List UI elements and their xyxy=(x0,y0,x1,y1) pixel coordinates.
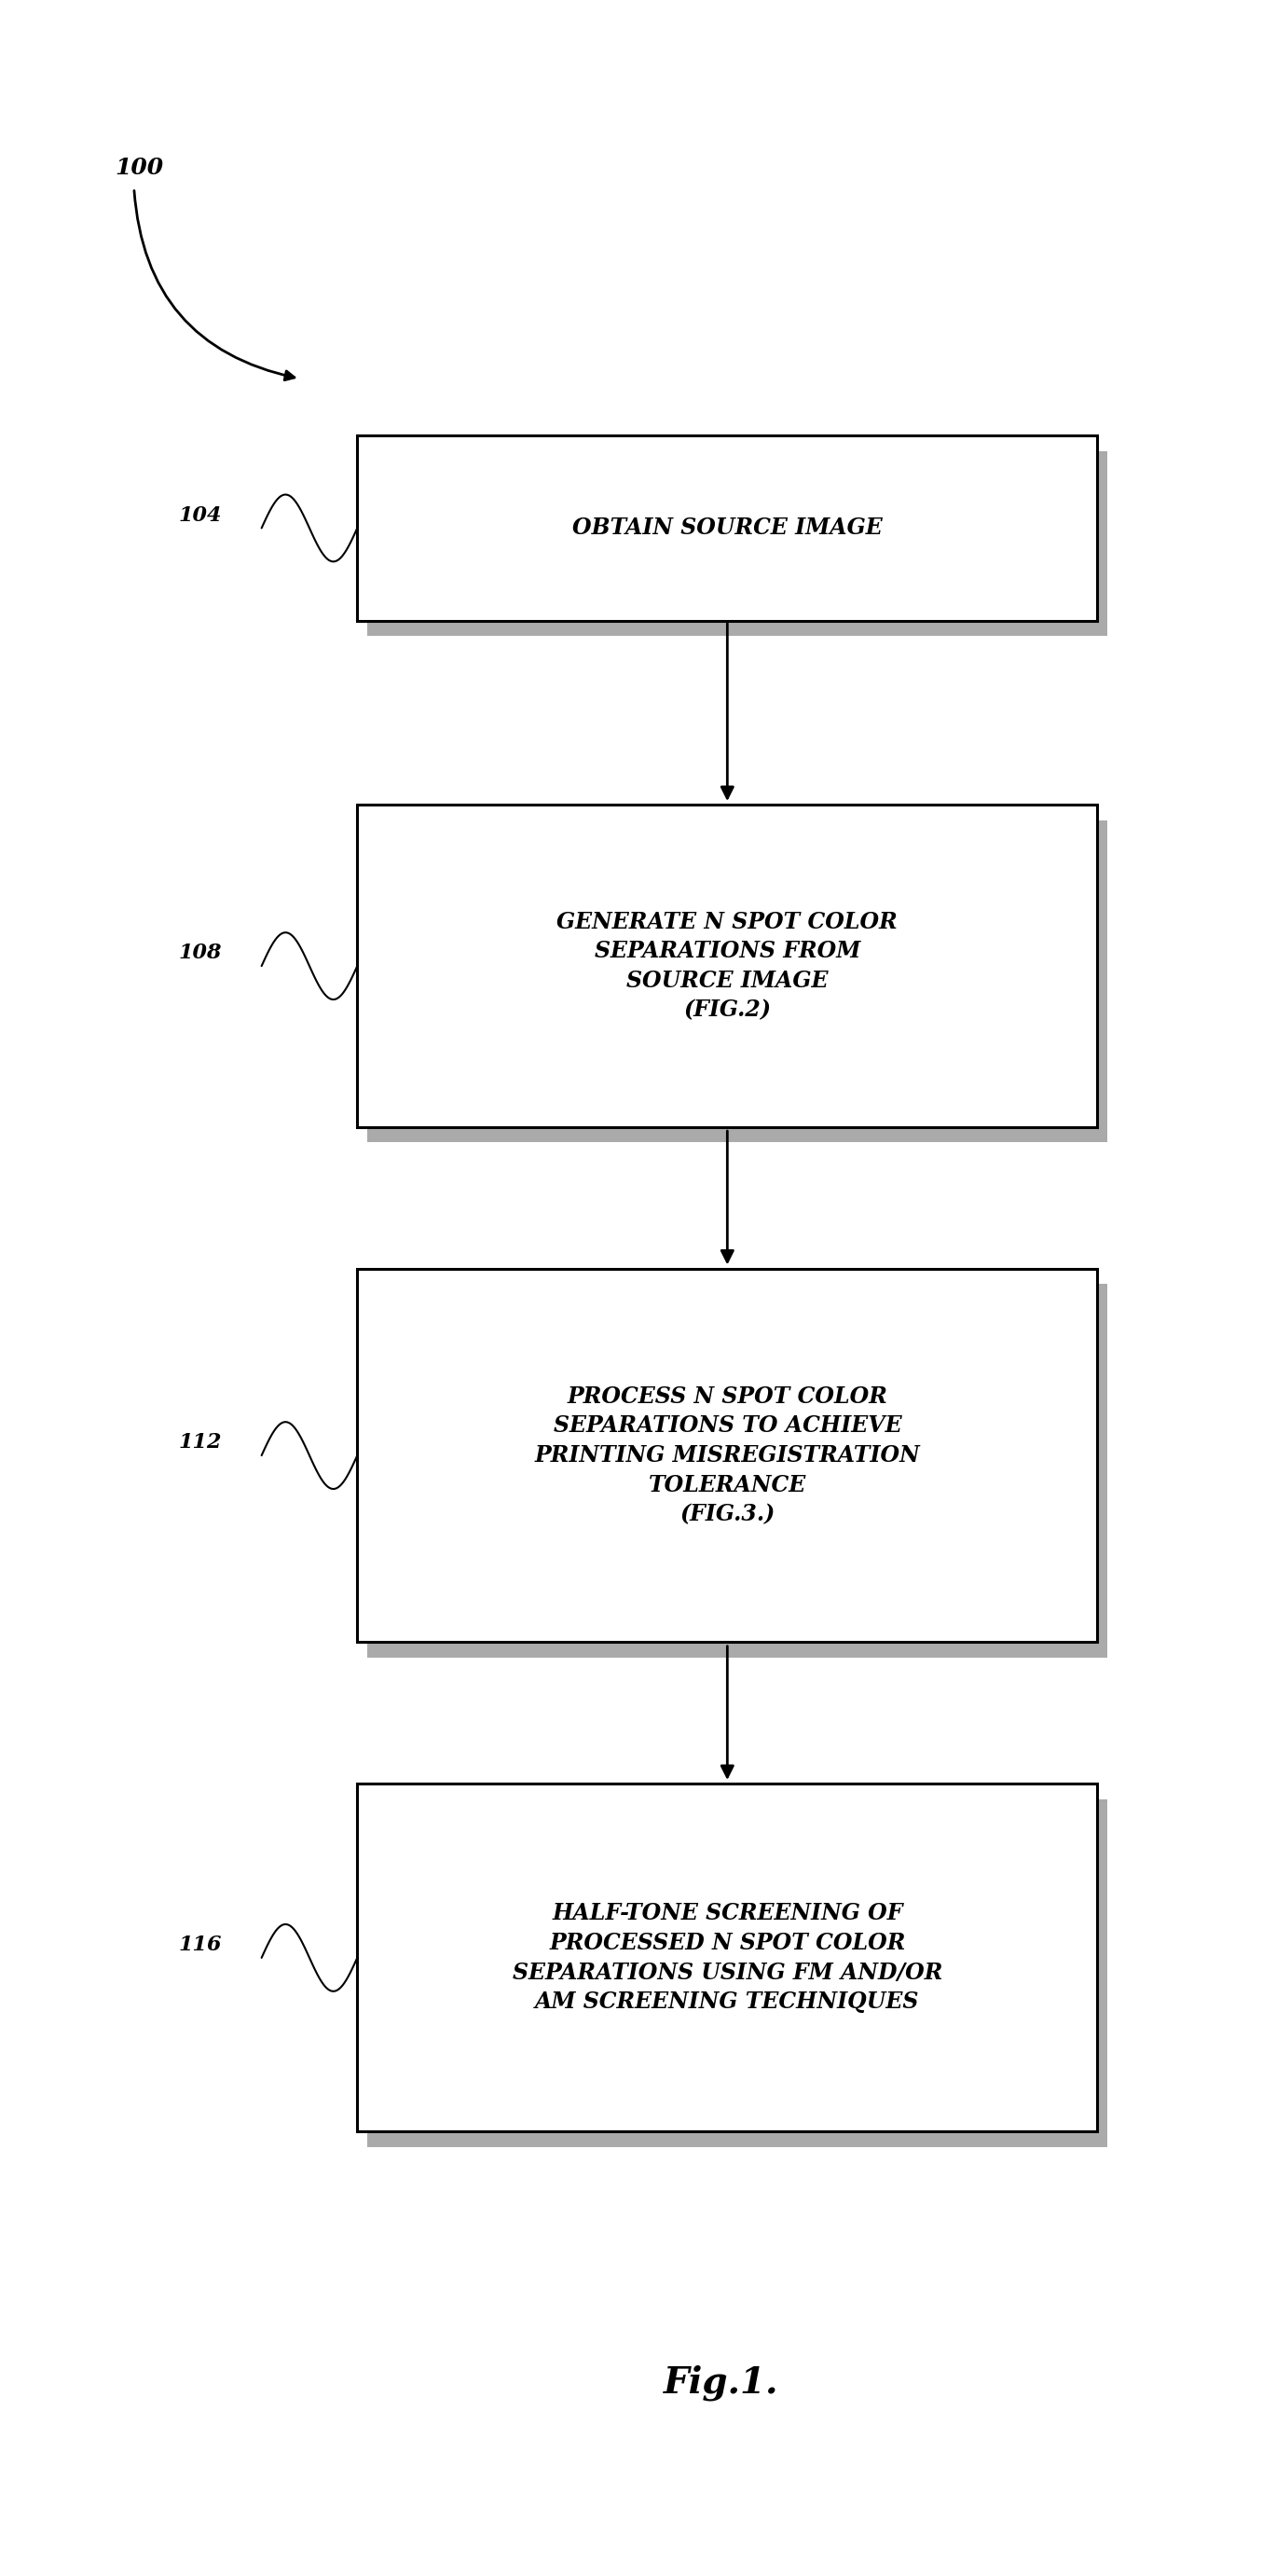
Bar xyxy=(367,1285,1108,1659)
Bar xyxy=(357,435,1097,621)
Text: 104: 104 xyxy=(179,505,222,526)
Text: GENERATE N SPOT COLOR
SEPARATIONS FROM
SOURCE IMAGE
(FIG.2): GENERATE N SPOT COLOR SEPARATIONS FROM S… xyxy=(556,912,898,1020)
Bar xyxy=(357,1270,1097,1643)
Bar xyxy=(357,804,1097,1128)
Bar xyxy=(367,451,1108,636)
Text: 116: 116 xyxy=(179,1935,222,1955)
Text: Fig.1.: Fig.1. xyxy=(664,2365,778,2401)
Text: OBTAIN SOURCE IMAGE: OBTAIN SOURCE IMAGE xyxy=(572,518,883,538)
Text: HALF-TONE SCREENING OF
PROCESSED N SPOT COLOR
SEPARATIONS USING FM AND/OR
AM SCR: HALF-TONE SCREENING OF PROCESSED N SPOT … xyxy=(512,1904,943,2012)
Bar xyxy=(367,819,1108,1144)
Text: PROCESS N SPOT COLOR
SEPARATIONS TO ACHIEVE
PRINTING MISREGISTRATION
TOLERANCE
(: PROCESS N SPOT COLOR SEPARATIONS TO ACHI… xyxy=(535,1386,920,1525)
Text: 100: 100 xyxy=(115,157,163,178)
Bar xyxy=(357,1783,1097,2133)
Text: 108: 108 xyxy=(179,943,222,963)
Bar xyxy=(367,1798,1108,2148)
Text: 112: 112 xyxy=(179,1432,222,1453)
